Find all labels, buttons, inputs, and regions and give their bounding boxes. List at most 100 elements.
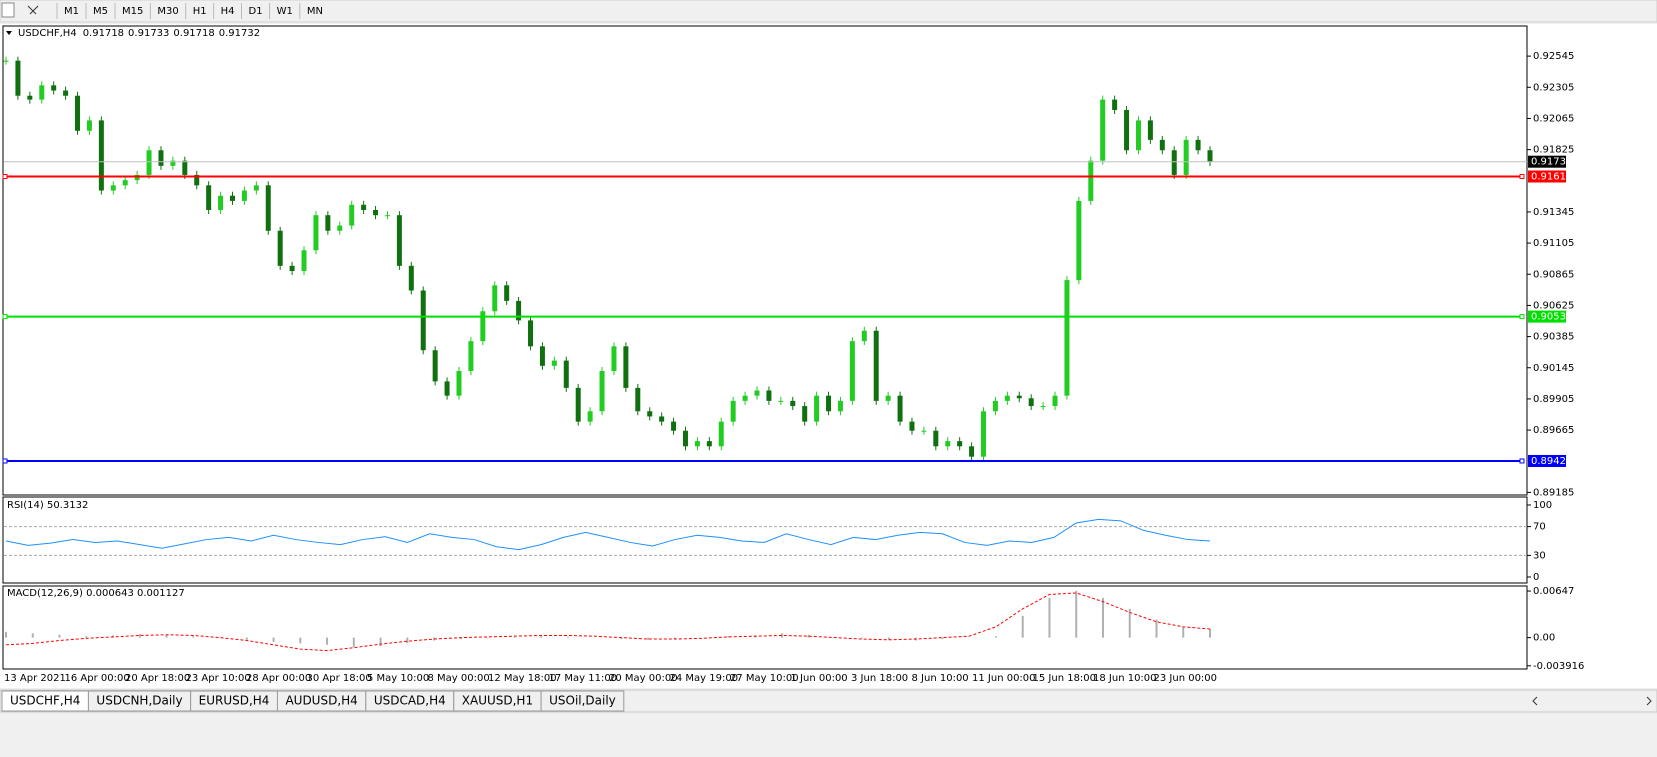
candle — [1016, 395, 1022, 399]
price-tag-label: 0.91618 — [1531, 171, 1572, 182]
timeframe-button[interactable]: W1 — [277, 6, 293, 17]
main-panel — [2, 25, 1528, 496]
candle — [1052, 395, 1058, 407]
candle — [384, 215, 390, 217]
tab[interactable] — [540, 690, 625, 712]
draw-tool[interactable] — [27, 5, 39, 15]
timeframe-button[interactable]: MN — [307, 6, 323, 17]
timeframe-button[interactable]: M15 — [122, 6, 143, 17]
level-handle[interactable] — [2, 173, 8, 179]
candle — [981, 411, 987, 457]
candle — [122, 180, 128, 186]
candle — [635, 387, 641, 412]
ohlc-value: 0.91718 — [83, 28, 124, 39]
candle — [468, 341, 474, 371]
candle — [599, 370, 605, 412]
timeframe-button[interactable]: M5 — [93, 6, 108, 17]
candle — [325, 215, 331, 231]
macd-tick-label: 0.00 — [1533, 633, 1555, 644]
candle — [1159, 139, 1165, 151]
level-handle[interactable] — [1519, 458, 1525, 464]
candle — [134, 174, 140, 181]
candle — [170, 160, 176, 166]
candle — [361, 204, 367, 210]
date-label: 8 Jun 10:00 — [912, 673, 969, 684]
tab-label[interactable]: XAUUSD,H1 — [462, 694, 533, 708]
candle — [15, 60, 21, 96]
candle — [1004, 395, 1010, 401]
text-tool[interactable] — [1, 2, 15, 18]
candle — [766, 390, 772, 401]
candle — [802, 406, 808, 422]
rsi-line — [5, 518, 1211, 551]
candle — [480, 311, 486, 342]
level-handle[interactable] — [2, 458, 8, 464]
macd-signal — [5, 592, 1211, 652]
tab-scroll[interactable] — [1532, 696, 1652, 706]
timeframe-button[interactable]: H1 — [193, 6, 207, 17]
candle — [265, 185, 271, 231]
price-tag — [1528, 454, 1566, 467]
price-label: 0.91345 — [1533, 207, 1574, 218]
candle — [373, 209, 379, 216]
candle — [1207, 150, 1213, 162]
candle — [1076, 200, 1082, 281]
candle — [718, 421, 724, 447]
candle — [27, 95, 33, 100]
date-label: 8 May 00:00 — [428, 673, 490, 684]
collapse-icon[interactable] — [6, 31, 12, 35]
price-label: 0.92545 — [1533, 51, 1574, 62]
level-handle[interactable] — [2, 314, 8, 320]
tab-label[interactable]: USDCAD,H4 — [374, 694, 446, 708]
tab-label[interactable]: EURUSD,H4 — [199, 694, 270, 708]
candle — [504, 285, 510, 301]
candle — [253, 185, 259, 191]
candle — [408, 265, 414, 291]
candle — [313, 215, 319, 251]
candle — [826, 395, 832, 412]
candle — [218, 195, 224, 210]
timeframe-button[interactable]: M30 — [157, 6, 178, 17]
tab-label[interactable]: USDCHF,H4 — [10, 694, 80, 708]
macd-panel — [2, 585, 1528, 670]
timeframe-button[interactable]: H4 — [221, 6, 235, 17]
timeframe-button[interactable]: D1 — [249, 6, 263, 17]
timeframe-button[interactable]: M1 — [64, 6, 79, 17]
level-handle[interactable] — [1519, 173, 1525, 179]
price-tag — [1528, 310, 1566, 323]
price-tag-label: 0.90539 — [1531, 312, 1572, 323]
candle — [1088, 160, 1094, 201]
candle — [39, 85, 45, 100]
date-label: 15 Jun 18:00 — [1033, 673, 1097, 684]
candle — [957, 441, 963, 447]
ohlc-value: 0.91733 — [128, 28, 169, 39]
candle — [969, 446, 975, 457]
date-label: 20 Apr 18:00 — [125, 673, 190, 684]
tab-label[interactable]: AUDUSD,H4 — [285, 694, 357, 708]
macd-tick-label: 0.00647 — [1533, 586, 1574, 597]
candle — [492, 285, 498, 312]
candle — [63, 90, 69, 96]
price-label: 0.92065 — [1533, 113, 1574, 124]
candle — [229, 195, 235, 201]
candle — [778, 400, 784, 402]
candle — [1124, 110, 1130, 151]
date-label: 13 Apr 2021 — [4, 673, 66, 684]
tab-label[interactable]: USOil,Daily — [549, 694, 616, 708]
macd-tick-label: -0.003916 — [1533, 661, 1584, 672]
price-label: 0.90625 — [1533, 300, 1574, 311]
candle — [420, 290, 426, 351]
candle — [277, 230, 283, 266]
candle — [814, 395, 820, 422]
price-tag — [1528, 170, 1566, 183]
level-handle[interactable] — [1519, 314, 1525, 320]
candle — [182, 160, 188, 175]
indicator-label: RSI(14) 50.3132 — [7, 500, 88, 511]
candle — [301, 250, 307, 272]
candle — [861, 330, 867, 342]
date-label: 30 Apr 18:00 — [307, 673, 372, 684]
date-label: 24 May 19:00 — [670, 673, 739, 684]
candle — [1183, 139, 1189, 175]
candle — [563, 360, 569, 388]
tab-label[interactable]: USDCNH,Daily — [96, 694, 182, 708]
